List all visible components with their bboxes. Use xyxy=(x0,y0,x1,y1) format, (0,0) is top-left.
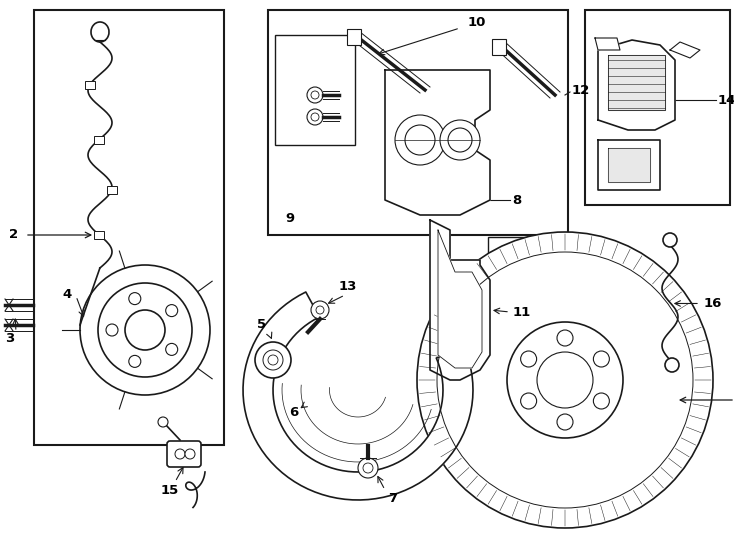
Circle shape xyxy=(307,87,323,103)
Text: 8: 8 xyxy=(512,193,521,206)
Circle shape xyxy=(268,355,278,365)
Bar xyxy=(275,35,355,145)
Text: 7: 7 xyxy=(388,491,397,504)
Bar xyxy=(94,136,103,144)
Polygon shape xyxy=(430,220,490,380)
Circle shape xyxy=(417,232,713,528)
Circle shape xyxy=(316,306,324,314)
Text: 13: 13 xyxy=(339,280,357,294)
Circle shape xyxy=(537,352,593,408)
Circle shape xyxy=(593,393,609,409)
Text: 4: 4 xyxy=(62,288,72,301)
Bar xyxy=(488,237,568,315)
Circle shape xyxy=(311,113,319,121)
Text: 14: 14 xyxy=(718,93,734,106)
Bar xyxy=(268,10,568,235)
Polygon shape xyxy=(608,148,650,182)
Polygon shape xyxy=(598,140,660,190)
Circle shape xyxy=(311,301,329,319)
Text: 11: 11 xyxy=(513,306,531,319)
Circle shape xyxy=(98,283,192,377)
Circle shape xyxy=(665,358,679,372)
Circle shape xyxy=(358,458,378,478)
Circle shape xyxy=(166,343,178,355)
Bar xyxy=(585,10,730,205)
Text: 9: 9 xyxy=(286,212,294,225)
Circle shape xyxy=(663,233,677,247)
Circle shape xyxy=(437,252,693,508)
Polygon shape xyxy=(608,55,665,110)
Circle shape xyxy=(557,414,573,430)
FancyBboxPatch shape xyxy=(167,441,201,467)
Bar xyxy=(347,29,361,45)
Circle shape xyxy=(158,417,168,427)
Circle shape xyxy=(128,293,141,305)
Circle shape xyxy=(128,355,141,367)
Text: 16: 16 xyxy=(704,297,722,310)
Circle shape xyxy=(395,115,445,165)
Text: 6: 6 xyxy=(288,406,298,419)
Circle shape xyxy=(440,120,480,160)
Circle shape xyxy=(557,330,573,346)
Polygon shape xyxy=(595,38,620,50)
Bar xyxy=(106,186,117,194)
Circle shape xyxy=(363,463,373,473)
Circle shape xyxy=(185,449,195,459)
Circle shape xyxy=(448,128,472,152)
Circle shape xyxy=(166,305,178,316)
Polygon shape xyxy=(243,292,473,500)
Bar xyxy=(492,39,506,55)
Circle shape xyxy=(520,393,537,409)
Polygon shape xyxy=(598,40,675,130)
Circle shape xyxy=(593,351,609,367)
Polygon shape xyxy=(385,70,490,215)
Bar xyxy=(84,81,95,89)
Circle shape xyxy=(311,91,319,99)
Circle shape xyxy=(106,324,118,336)
Text: 15: 15 xyxy=(161,483,179,496)
Circle shape xyxy=(125,310,165,350)
Bar xyxy=(94,231,104,239)
Text: 3: 3 xyxy=(5,332,14,345)
Circle shape xyxy=(175,449,185,459)
Circle shape xyxy=(263,350,283,370)
Polygon shape xyxy=(438,230,482,368)
Circle shape xyxy=(520,351,537,367)
Text: 2: 2 xyxy=(9,228,18,241)
Circle shape xyxy=(507,322,623,438)
Text: 12: 12 xyxy=(572,84,590,97)
Text: 5: 5 xyxy=(258,319,266,332)
Circle shape xyxy=(80,265,210,395)
Text: 10: 10 xyxy=(468,16,487,29)
Circle shape xyxy=(255,342,291,378)
Polygon shape xyxy=(670,42,700,58)
Circle shape xyxy=(307,109,323,125)
Bar xyxy=(34,10,224,445)
Circle shape xyxy=(405,125,435,155)
